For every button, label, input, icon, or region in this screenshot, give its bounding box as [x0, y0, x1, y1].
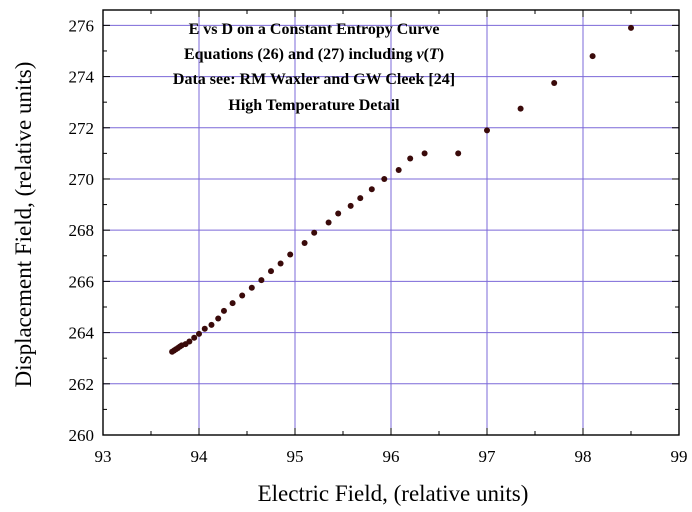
data-point: [196, 330, 202, 337]
y-tick-label: 260: [69, 426, 95, 445]
data-point: [407, 155, 414, 162]
chart-title-line-2: Equations (26) and (27) including v(T): [184, 46, 444, 63]
data-point: [484, 127, 490, 134]
y-tick-label: 270: [69, 170, 95, 189]
data-point: [455, 150, 462, 157]
data-point: [368, 186, 375, 193]
data-point: [347, 202, 354, 209]
data-point: [311, 229, 318, 236]
chart-title-line-4: High Temperature Detail: [228, 97, 400, 114]
data-point: [325, 219, 332, 226]
data-point: [191, 334, 198, 341]
y-tick-labels: 260 262 264 266 268 270 272 274 276: [69, 16, 95, 445]
data-point: [208, 321, 215, 328]
x-tick-label: 99: [671, 447, 688, 466]
chart-title-line-1: E vs D on a Constant Entropy Curve: [189, 21, 440, 38]
data-point: [517, 105, 524, 112]
x-tick-label: 98: [575, 447, 592, 466]
data-point: [589, 53, 596, 60]
data-point: [248, 284, 255, 291]
y-tick-label: 276: [69, 16, 95, 35]
x-tick-labels: 93 94 95 96 97 98 99: [95, 447, 688, 466]
data-point: [186, 338, 193, 345]
y-tick-label: 264: [69, 324, 95, 343]
y-tick-label: 272: [69, 119, 95, 138]
tick-marks: [102, 10, 680, 436]
x-axis-title: Electric Field, (relative units): [258, 481, 529, 506]
data-point: [421, 150, 428, 157]
y-tick-label: 266: [69, 272, 95, 291]
chart-title-line-3: Data see: RM Waxler and GW Cleek [24]: [173, 71, 455, 88]
grid: [103, 10, 679, 435]
data-point: [258, 277, 265, 284]
x-tick-label: 94: [191, 447, 209, 466]
y-tick-label: 262: [69, 375, 95, 394]
y-tick-label: 268: [69, 221, 95, 240]
data-point: [268, 268, 274, 275]
x-tick-label: 97: [479, 447, 497, 466]
data-point: [229, 300, 236, 307]
x-tick-label: 95: [287, 447, 304, 466]
y-tick-label: 274: [69, 68, 95, 87]
data-point: [287, 251, 294, 258]
data-point: [395, 167, 402, 174]
data-point: [301, 239, 308, 246]
x-tick-label: 96: [383, 447, 400, 466]
y-axis-title: Displacement Field, (relative units): [11, 62, 36, 388]
data-point: [239, 292, 246, 299]
data-point: [215, 315, 222, 322]
data-point: [277, 260, 284, 267]
data-point: [357, 195, 364, 202]
data-point: [381, 175, 388, 182]
data-points: [169, 24, 634, 355]
data-point: [220, 307, 227, 314]
data-point: [201, 325, 208, 332]
data-point: [628, 24, 634, 31]
data-point: [335, 210, 342, 217]
data-point: [551, 79, 558, 86]
x-tick-label: 93: [95, 447, 112, 466]
